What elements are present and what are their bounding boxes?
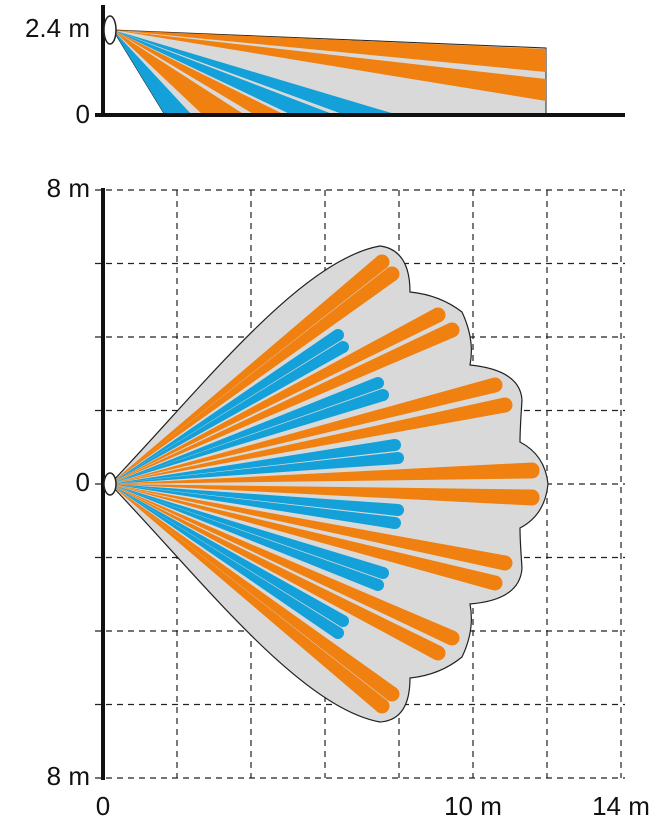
beam-tip [487,377,503,393]
x-label: 10 m [444,791,502,821]
beam [110,484,533,506]
beam-tip [497,397,513,413]
beam-tip [444,322,460,338]
beam [113,30,285,115]
beam-tip [392,504,404,516]
beam [110,256,387,484]
beam [110,484,387,712]
coverage-area [109,245,549,723]
beam-tip [389,439,401,451]
beam-tip [372,377,384,389]
beam [110,397,507,484]
beam-tip [444,630,460,646]
beam [110,484,397,701]
beams [113,30,546,115]
beam-tip [487,575,503,591]
top-view: 8 m 0 8 m 0 10 m 14 m [47,173,650,821]
beam-tip [389,517,401,529]
beam-tip [524,490,540,506]
beam-tip [430,307,446,323]
beam [110,484,347,627]
beam [113,30,335,115]
beam [110,484,456,645]
side-view: 2.4 m 0 [25,5,625,129]
beam-tip [374,698,390,714]
beam [110,341,347,484]
sensor [103,472,117,496]
beam [113,30,192,115]
x-label: 0 [96,791,110,821]
beam-tip [337,341,349,353]
beam [113,30,245,115]
x-label: 14 m [592,791,650,821]
height-label: 2.4 m [25,13,90,43]
beam [110,329,342,484]
beam [110,377,497,484]
beam [110,439,396,484]
beam [110,323,456,484]
y-top-label: 8 m [47,173,90,203]
beam [113,30,546,72]
beam [110,484,399,516]
beam-tip [524,463,540,479]
beam [110,484,507,571]
beam [110,389,385,484]
beam-tip [374,254,390,270]
beam [110,377,381,484]
y-bottom-label: 8 m [47,761,90,791]
y-zero-label: 0 [76,467,90,497]
beam [110,484,342,639]
beam [110,452,399,484]
beam [113,30,546,101]
beam [110,484,396,529]
beam-tip [377,389,389,401]
beam-tip [332,627,344,639]
beam-tip [384,686,400,702]
beam [110,484,442,660]
beam [110,267,397,484]
beam [110,484,381,591]
beam [113,30,398,115]
beam [110,484,385,579]
beam-tip [497,555,513,571]
beam [110,308,442,484]
beam-tip [332,329,344,341]
beam-tip [392,452,404,464]
beam [110,463,533,484]
zero-label: 0 [76,99,90,129]
beam-tip [430,645,446,661]
beam-tip [384,266,400,282]
beam [110,484,497,591]
sensor [103,15,117,45]
beam-tip [372,579,384,591]
beam-tip [337,615,349,627]
beams [110,254,540,714]
beam-tip [377,567,389,579]
